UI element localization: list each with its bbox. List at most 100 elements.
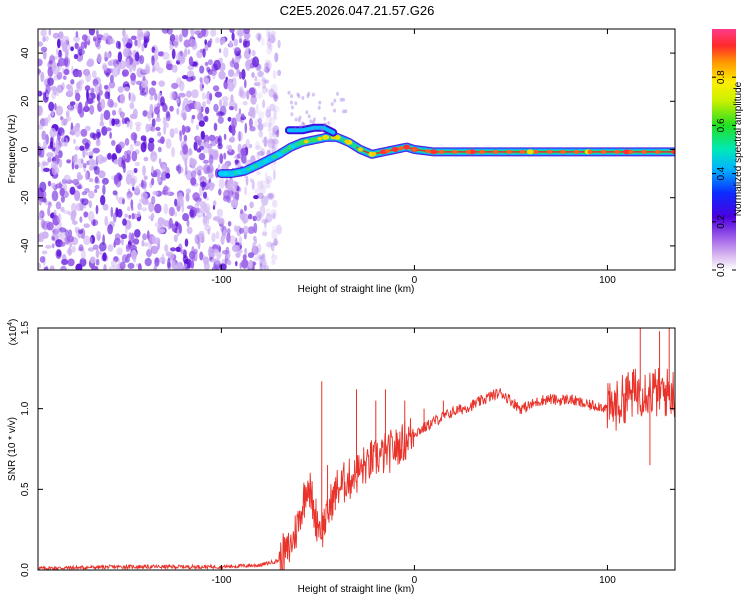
faint-speckle [330,102,334,107]
noise-speckle [151,177,155,186]
noise-speckle [141,43,145,52]
noise-speckle [254,145,262,151]
noise-speckle [178,33,183,43]
noise-speckle [134,51,140,62]
noise-speckle [271,229,278,240]
noise-speckle [229,29,235,33]
noise-speckle [75,31,79,38]
noise-speckle [120,233,128,239]
ridge-blob [290,144,296,149]
noise-speckle [199,181,207,188]
noise-speckle [158,256,166,264]
noise-speckle [194,101,202,110]
noise-speckle [102,184,106,195]
noise-speckle [257,254,265,260]
noise-speckle [223,47,229,58]
noise-speckle [266,106,271,114]
noise-speckle [264,264,270,270]
noise-speckle [53,209,57,216]
noise-speckle [212,85,220,92]
noise-speckle [240,148,247,156]
noise-speckle [189,38,197,48]
noise-speckle [126,121,130,128]
ridge-blob [479,149,485,154]
noise-speckle [127,206,131,212]
noise-speckle [175,98,180,104]
noise-speckle [184,171,188,177]
noise-speckle [190,75,196,81]
ridge-blob [574,149,580,154]
noise-speckle [261,76,266,83]
noise-speckle [260,148,266,157]
ridge-point [241,168,248,174]
x-tick-label: -100 [211,275,231,286]
noise-speckle [134,39,138,47]
noise-speckle [143,138,147,149]
ridge-point [391,147,399,152]
snr-frame [37,327,676,571]
noise-speckle [233,46,241,52]
noise-speckle [204,225,212,232]
noise-speckle [257,123,264,131]
noise-speckle [239,227,244,234]
noise-speckle [218,48,222,53]
noise-speckle [171,261,179,270]
noise-speckle [133,167,138,174]
noise-speckle [272,116,278,121]
noise-speckle [55,183,63,189]
noise-speckle [261,264,267,270]
noise-speckle [51,164,57,176]
noise-speckle [107,224,113,235]
noise-speckle [73,53,78,60]
noise-speckle [83,211,89,218]
noise-speckle [123,47,129,58]
spectrogram-y-ticks: -40 -20 0 20 40 [20,47,675,253]
noise-speckle [231,117,237,129]
noise-speckle [38,161,41,168]
noise-speckle [190,177,197,186]
noise-speckle [119,111,125,119]
noise-speckle [115,40,121,49]
noise-speckle [250,87,257,99]
ridge-point [256,161,264,167]
noise-speckle [74,164,79,170]
noise-speckle [52,85,57,96]
noise-speckle [89,104,95,115]
noise-speckle [130,35,137,40]
ridge-blob [641,149,647,154]
noise-speckle [119,93,126,104]
noise-speckle [45,93,49,98]
noise-speckle [51,109,54,117]
snr-marks [38,328,675,570]
noise-speckle [38,41,44,47]
noise-speckle [272,137,276,149]
noise-speckle [248,259,254,269]
noise-speckle [185,192,190,202]
noise-speckle [230,198,239,209]
noise-speckle [61,82,65,90]
noise-speckle [231,32,235,41]
noise-speckle [171,223,176,232]
noise-speckle [39,181,47,193]
noise-speckle [88,158,95,166]
ridge-blob [303,139,309,144]
chart-title: C2E5.2026.047.21.57.G26 [280,3,435,18]
noise-speckle [40,29,47,37]
noise-speckle [218,70,226,80]
noise-speckle [47,114,51,123]
noise-speckle [194,30,202,35]
noise-speckle [200,130,205,140]
x-tick-label: -100 [211,575,231,586]
noise-speckle [64,58,69,65]
x-tick-label: 0 [412,575,418,586]
noise-speckle [144,257,152,267]
noise-speckle [184,157,188,167]
noise-speckle [244,186,247,196]
noise-speckle [154,48,159,57]
noise-speckle [132,61,137,72]
noise-speckle [135,124,141,132]
noise-speckle [60,195,65,203]
noise-speckle [132,108,138,120]
y-tick-label: 0.5 [20,482,31,496]
noise-speckle [125,42,133,49]
